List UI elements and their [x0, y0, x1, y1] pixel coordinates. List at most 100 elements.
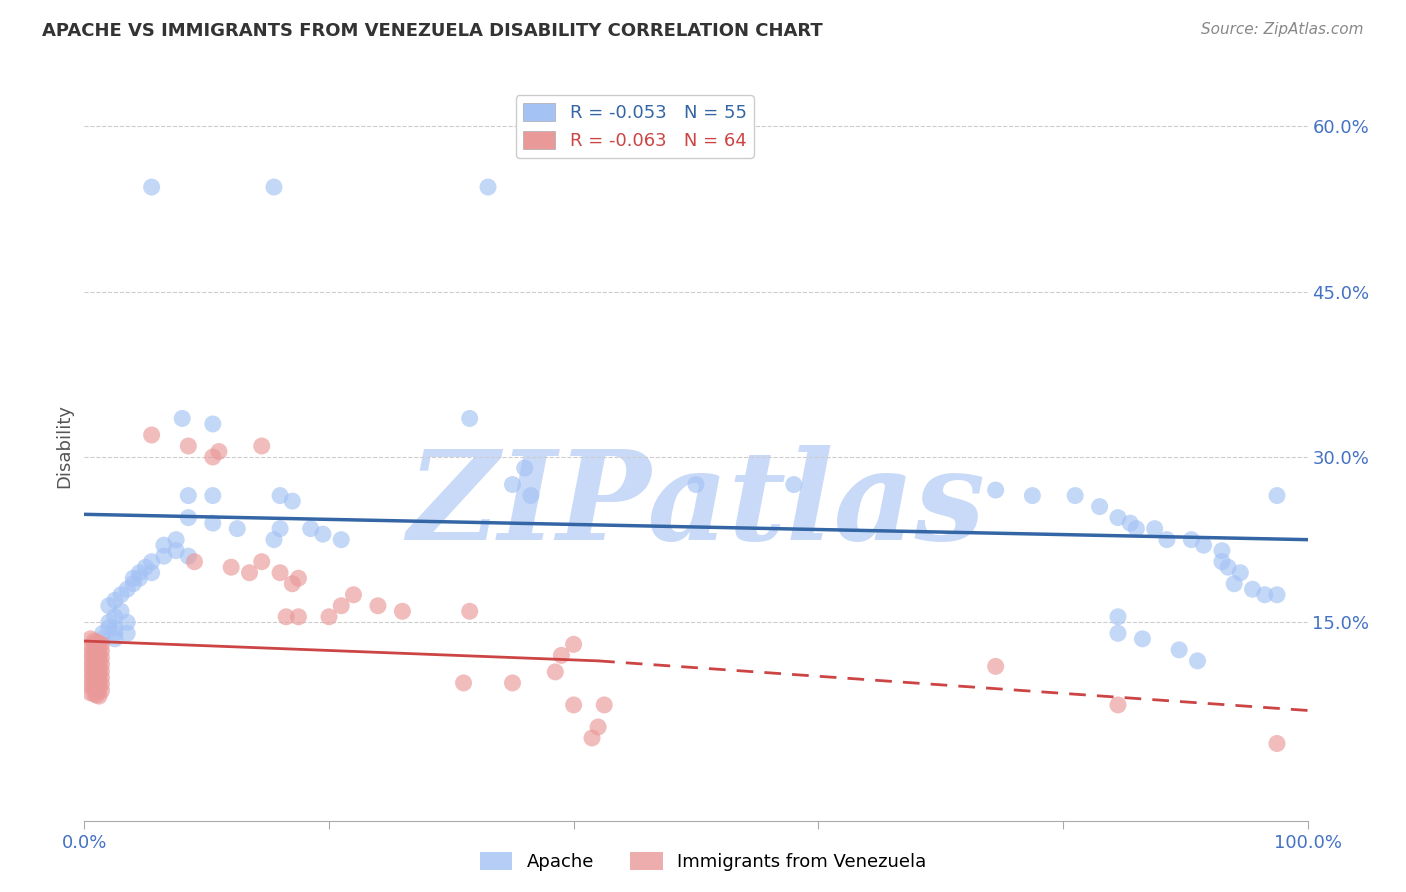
Point — [250, 555, 273, 569]
Point — [1216, 560, 1239, 574]
Point — [342, 588, 364, 602]
Legend: R = -0.053   N = 55, R = -0.063   N = 64: R = -0.053 N = 55, R = -0.063 N = 64 — [516, 95, 754, 158]
Point — [984, 659, 1007, 673]
Point — [581, 731, 603, 745]
Text: Source: ZipAtlas.com: Source: ZipAtlas.com — [1201, 22, 1364, 37]
Point — [1143, 522, 1166, 536]
Point — [90, 670, 112, 684]
Legend: Apache, Immigrants from Venezuela: Apache, Immigrants from Venezuela — [472, 845, 934, 879]
Point — [177, 439, 200, 453]
Point — [1265, 588, 1288, 602]
Point — [86, 688, 108, 702]
Point — [201, 489, 224, 503]
Point — [299, 522, 322, 536]
Point — [87, 676, 110, 690]
Point — [83, 640, 105, 655]
Point — [453, 676, 475, 690]
Point — [984, 483, 1007, 497]
Point — [1064, 489, 1087, 503]
Point — [115, 582, 138, 597]
Point — [1088, 500, 1111, 514]
Point — [83, 654, 105, 668]
Y-axis label: Disability: Disability — [55, 404, 73, 488]
Point — [83, 681, 105, 695]
Point — [219, 560, 242, 574]
Point — [367, 599, 389, 613]
Point — [477, 180, 499, 194]
Point — [87, 656, 110, 670]
Point — [165, 533, 187, 547]
Point — [1156, 533, 1178, 547]
Point — [79, 659, 101, 673]
Point — [330, 599, 353, 613]
Point — [1107, 698, 1129, 712]
Point — [87, 643, 110, 657]
Point — [276, 609, 298, 624]
Point — [593, 698, 616, 712]
Point — [141, 180, 163, 194]
Point — [502, 477, 524, 491]
Point — [177, 489, 200, 503]
Point — [115, 615, 138, 630]
Point — [263, 533, 285, 547]
Point — [104, 593, 127, 607]
Point — [1125, 522, 1147, 536]
Point — [87, 636, 110, 650]
Point — [104, 632, 127, 646]
Point — [263, 180, 285, 194]
Point — [238, 566, 260, 580]
Point — [287, 571, 309, 585]
Point — [79, 653, 101, 667]
Point — [318, 609, 340, 624]
Point — [1211, 543, 1233, 558]
Point — [86, 648, 108, 663]
Text: ZIPatlas: ZIPatlas — [406, 445, 986, 566]
Point — [783, 477, 806, 491]
Point — [458, 411, 481, 425]
Point — [281, 494, 304, 508]
Point — [281, 576, 304, 591]
Point — [86, 655, 108, 669]
Point — [1229, 566, 1251, 580]
Point — [110, 604, 132, 618]
Point — [269, 489, 291, 503]
Point — [250, 439, 273, 453]
Point — [226, 522, 249, 536]
Point — [83, 634, 105, 648]
Point — [86, 668, 108, 682]
Point — [79, 686, 101, 700]
Point — [135, 560, 157, 574]
Point — [86, 674, 108, 689]
Point — [1223, 576, 1246, 591]
Point — [91, 632, 114, 646]
Point — [83, 647, 105, 661]
Point — [513, 461, 536, 475]
Point — [90, 683, 112, 698]
Point — [79, 640, 101, 654]
Point — [201, 516, 224, 530]
Point — [1192, 538, 1215, 552]
Point — [83, 660, 105, 674]
Point — [287, 609, 309, 624]
Point — [1119, 516, 1142, 530]
Text: APACHE VS IMMIGRANTS FROM VENEZUELA DISABILITY CORRELATION CHART: APACHE VS IMMIGRANTS FROM VENEZUELA DISA… — [42, 22, 823, 40]
Point — [1254, 588, 1277, 602]
Point — [1021, 489, 1043, 503]
Point — [544, 665, 567, 679]
Point — [86, 681, 108, 696]
Point — [86, 662, 108, 676]
Point — [86, 635, 108, 649]
Point — [83, 673, 105, 688]
Point — [87, 669, 110, 683]
Point — [141, 428, 163, 442]
Point — [90, 637, 112, 651]
Point — [177, 510, 200, 524]
Point — [1107, 510, 1129, 524]
Point — [110, 588, 132, 602]
Point — [97, 615, 120, 630]
Point — [90, 644, 112, 658]
Point — [97, 599, 120, 613]
Point — [1180, 533, 1202, 547]
Point — [79, 665, 101, 680]
Point — [141, 566, 163, 580]
